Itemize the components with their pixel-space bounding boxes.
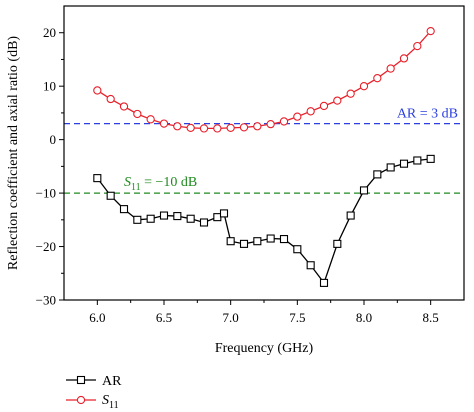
data-point-ar bbox=[146, 214, 155, 223]
legend-s11-label-main: S bbox=[102, 393, 109, 408]
series-layer bbox=[93, 26, 435, 287]
data-point-ar bbox=[119, 205, 129, 214]
data-point-s11 bbox=[159, 119, 169, 128]
data-point-ar bbox=[186, 214, 195, 223]
x-tick-label: 8.5 bbox=[423, 310, 439, 325]
data-point-ar bbox=[93, 174, 102, 183]
data-point-ar bbox=[253, 237, 262, 246]
legend-item-s11: S11 bbox=[66, 393, 119, 411]
y-tick-label: −30 bbox=[36, 293, 56, 308]
legend-s11-label: S11 bbox=[102, 393, 119, 411]
x-axis: 6.0 6.5 7.0 7.5 8.0 8.5 bbox=[89, 300, 439, 325]
data-point-s11 bbox=[213, 124, 222, 133]
y-tick-label: 10 bbox=[43, 79, 56, 94]
data-point-ar bbox=[173, 212, 182, 221]
data-point-s11 bbox=[359, 82, 369, 91]
data-point-ar bbox=[399, 159, 409, 168]
data-point-ar bbox=[159, 211, 169, 220]
x-tick-label: 7.5 bbox=[289, 310, 305, 325]
data-point-ar bbox=[359, 186, 369, 195]
x-tick-label: 7.0 bbox=[223, 310, 239, 325]
y-axis: 20 10 0 −10 −20 −30 bbox=[36, 25, 64, 308]
legend-s11-label-sub: 11 bbox=[109, 400, 119, 411]
legend-ar-label: AR bbox=[102, 374, 122, 389]
y-tick-label: 0 bbox=[50, 132, 57, 147]
y-tick-label: −20 bbox=[36, 239, 56, 254]
data-point-s11 bbox=[133, 109, 142, 119]
data-point-ar bbox=[239, 239, 249, 248]
data-point-ar bbox=[293, 245, 302, 254]
data-point-s11 bbox=[319, 101, 329, 111]
data-point-ar bbox=[133, 215, 142, 224]
reference-lines bbox=[64, 122, 464, 194]
legend-ar-marker bbox=[76, 375, 86, 385]
data-point-ar bbox=[319, 278, 329, 287]
data-point-ar bbox=[386, 163, 395, 172]
data-point-ar bbox=[346, 211, 355, 220]
data-point-s11 bbox=[186, 123, 195, 133]
data-point-s11 bbox=[306, 107, 315, 116]
data-point-ar bbox=[373, 170, 382, 179]
data-point-ar bbox=[333, 239, 342, 248]
data-point-ar bbox=[306, 261, 315, 270]
data-point-s11 bbox=[146, 115, 155, 124]
data-point-ar bbox=[279, 235, 289, 244]
x-tick-label: 8.0 bbox=[356, 310, 372, 325]
data-point-ar bbox=[226, 237, 235, 246]
data-point-ar bbox=[199, 218, 209, 227]
data-point-s11 bbox=[333, 96, 342, 105]
data-point-s11 bbox=[199, 124, 209, 133]
x-tick-label: 6.0 bbox=[89, 310, 105, 325]
data-point-ar bbox=[266, 234, 275, 243]
data-point-s11 bbox=[426, 26, 435, 36]
ar-threshold-label: AR = 3 dB bbox=[397, 107, 458, 122]
data-point-ar bbox=[219, 209, 229, 218]
data-point-ar bbox=[106, 191, 115, 200]
x-axis-title: Frequency (GHz) bbox=[215, 341, 314, 356]
data-point-s11 bbox=[106, 94, 115, 104]
s11-threshold-label-rest: = −10 dB bbox=[141, 175, 198, 190]
data-point-s11 bbox=[239, 123, 249, 132]
data-point-s11 bbox=[293, 112, 302, 121]
legend-s11-marker bbox=[76, 395, 86, 405]
data-point-s11 bbox=[173, 122, 182, 131]
x-tick-label: 6.5 bbox=[156, 310, 172, 325]
data-point-s11 bbox=[226, 123, 235, 133]
data-point-s11 bbox=[253, 122, 262, 131]
legend: AR S11 bbox=[66, 374, 122, 411]
data-point-s11 bbox=[119, 102, 129, 111]
data-point-ar bbox=[413, 156, 422, 165]
legend-item-ar: AR bbox=[66, 374, 122, 389]
s11-threshold-label-main: S bbox=[124, 175, 131, 190]
y-tick-label: −10 bbox=[36, 186, 56, 201]
s11-threshold-label: S11 = −10 dB bbox=[124, 175, 197, 193]
s11-threshold-label-sub: 11 bbox=[131, 182, 141, 193]
plot-frame bbox=[63, 5, 465, 301]
data-point-s11 bbox=[386, 64, 395, 73]
data-point-s11 bbox=[399, 54, 409, 63]
y-axis-title: Reflection coefficient and axial ratio (… bbox=[6, 36, 21, 270]
data-point-s11 bbox=[93, 86, 102, 95]
data-point-s11 bbox=[413, 41, 422, 51]
y-tick-label: 20 bbox=[43, 25, 56, 40]
data-point-ar bbox=[426, 154, 435, 163]
data-point-s11 bbox=[373, 74, 382, 83]
data-point-s11 bbox=[346, 89, 355, 98]
data-point-ar bbox=[213, 213, 222, 222]
data-point-s11 bbox=[266, 119, 275, 129]
data-point-s11 bbox=[279, 117, 289, 126]
